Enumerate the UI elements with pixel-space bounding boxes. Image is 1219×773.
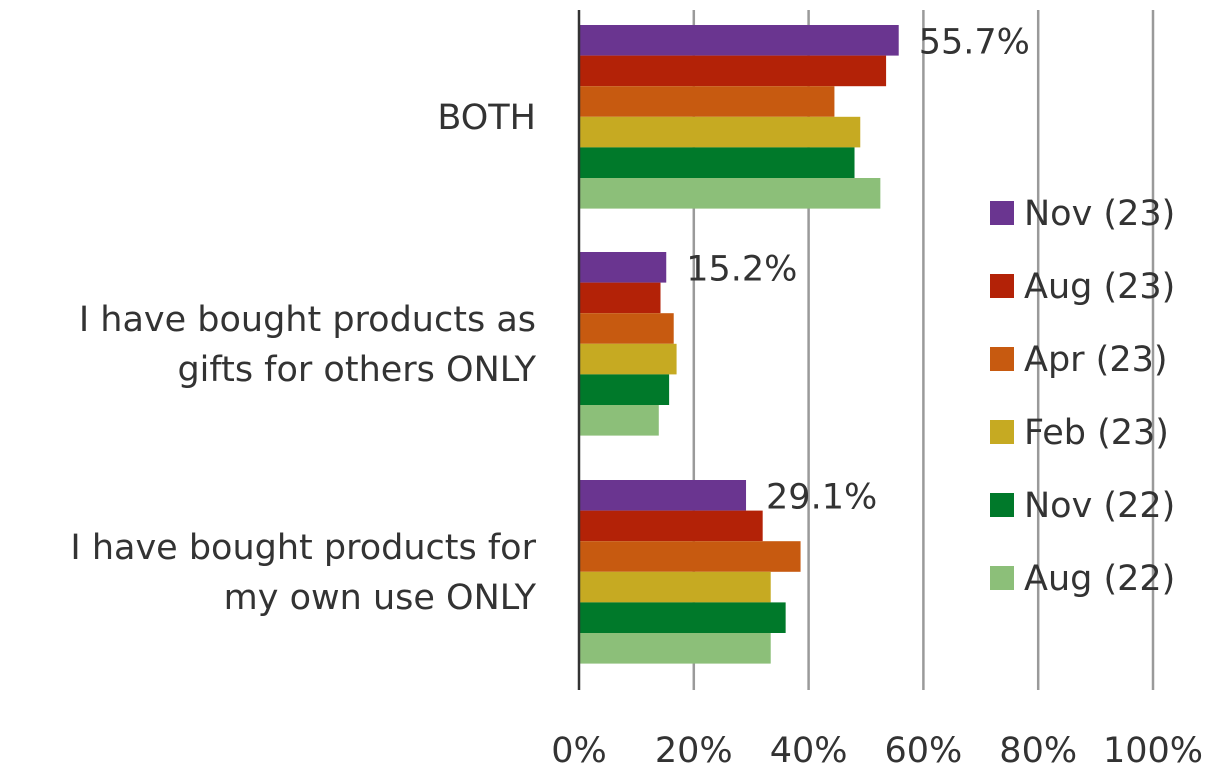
bar-0-0 [579,25,899,56]
bar-0-4 [579,147,855,178]
bar-2-3 [579,571,771,603]
bar-0-3 [579,116,861,148]
bar-1-0 [579,252,667,283]
legend-label-5: Aug (22) [1024,559,1175,599]
data-label-0: 55.7% [919,22,1030,62]
x-tick-label-2: 40% [770,731,848,771]
category-label-2-line-0: I have bought products for [70,528,536,568]
legend-swatch-4 [990,493,1014,517]
data-label-1: 15.2% [686,249,797,289]
x-tick-labels: 0% 20% 40% 60% 80% 100% [551,731,1203,771]
legend-label-4: Nov (22) [1024,486,1175,526]
legend-swatch-5 [990,566,1014,590]
bar-2-5 [579,633,771,664]
x-tick-label-0: 0% [551,731,607,771]
bars [579,25,899,664]
legend-swatch-0 [990,201,1014,225]
bar-2-0 [579,480,747,511]
bar-1-1 [579,282,661,314]
bar-2-1 [579,510,763,542]
bar-2-2 [579,541,801,572]
category-labels: BOTH I have bought products as gifts for o… [70,98,536,618]
category-label-1-line-0: I have bought products as [79,300,536,340]
legend-label-1: Aug (23) [1024,267,1175,307]
bar-1-4 [579,374,670,405]
x-tick-label-1: 20% [655,731,733,771]
bar-0-1 [579,55,887,87]
legend: Nov (23) Aug (23) Apr (23) Feb (23) Nov (22)… [990,194,1175,599]
legend-label-3: Feb (23) [1024,413,1169,453]
legend-swatch-1 [990,274,1014,298]
bar-0-2 [579,86,835,117]
x-tick-label-5: 100% [1103,731,1203,771]
bar-1-5 [579,405,659,436]
bar-1-2 [579,313,674,344]
category-label-2-line-1: my own use ONLY [224,578,537,618]
legend-swatch-2 [990,347,1014,371]
category-label-0-line-0: BOTH [437,98,536,138]
data-labels: 55.7% 15.2% 29.1% [686,22,1030,517]
bar-0-5 [579,178,881,209]
legend-label-0: Nov (23) [1024,194,1175,234]
legend-swatch-3 [990,420,1014,444]
legend-label-2: Apr (23) [1024,340,1168,380]
category-label-1-line-1: gifts for others ONLY [177,350,536,390]
x-tick-label-4: 80% [999,731,1077,771]
bar-1-3 [579,343,677,375]
x-tick-label-3: 60% [885,731,963,771]
data-label-2: 29.1% [766,477,877,517]
bar-2-4 [579,602,786,633]
